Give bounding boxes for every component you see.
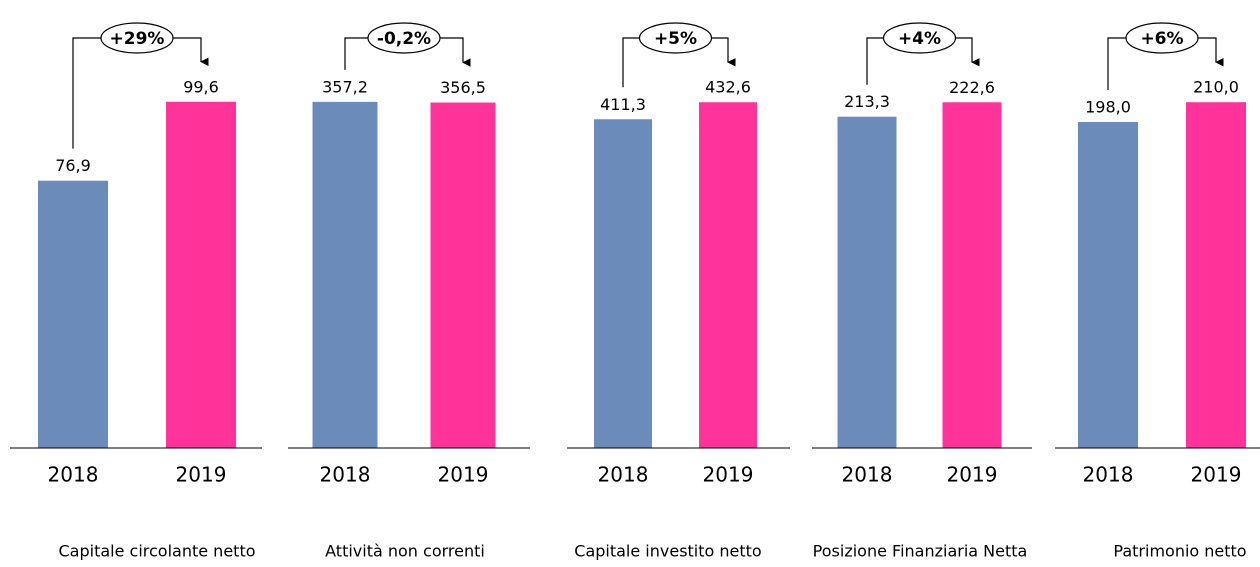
- change-label: +29%: [110, 29, 165, 49]
- value-label: 76,9: [55, 156, 91, 175]
- bar: [430, 102, 496, 448]
- panel-title: Capitale investito netto: [574, 542, 761, 561]
- bar: [1186, 102, 1246, 449]
- x-tick-label: 2018: [320, 463, 371, 487]
- panel-title: Attività non correnti: [325, 542, 485, 561]
- change-bubble: [638, 22, 713, 54]
- change-arrow: [1198, 37, 1224, 67]
- value-label: 411,3: [600, 95, 646, 114]
- bar: [38, 180, 108, 448]
- bar: [1078, 121, 1138, 449]
- panel-title: Capitale circolante netto: [59, 542, 256, 561]
- change-bubble: [1125, 22, 1199, 54]
- change-label: +4%: [898, 29, 941, 49]
- bar: [166, 101, 236, 449]
- change-label: +5%: [654, 29, 697, 49]
- panel-title: Patrimonio netto: [1113, 542, 1246, 561]
- change-label: +6%: [1140, 29, 1183, 49]
- x-tick-label: 2019: [1191, 463, 1242, 487]
- value-label: 222,6: [949, 78, 995, 97]
- value-label: 213,3: [844, 92, 890, 111]
- x-tick-label: 2018: [48, 463, 99, 487]
- x-tick-label: 2019: [703, 463, 754, 487]
- x-tick-label: 2019: [438, 463, 489, 487]
- value-label: 210,0: [1193, 78, 1239, 97]
- value-label: 357,2: [322, 77, 368, 96]
- change-bracket: [344, 37, 368, 70]
- change-bubble: [882, 22, 957, 54]
- panel-title: Posizione Finanziaria Netta: [813, 542, 1028, 561]
- change-bracket: [622, 37, 640, 88]
- bar: [942, 102, 1002, 448]
- x-tick-label: 2019: [947, 463, 998, 487]
- bar: [594, 119, 652, 448]
- bar: [837, 116, 897, 448]
- change-bracket: [1107, 37, 1126, 90]
- change-bubble: [367, 22, 441, 54]
- x-tick-label: 2019: [176, 463, 227, 487]
- change-arrow: [711, 37, 736, 67]
- change-label: -0,2%: [377, 29, 431, 49]
- change-arrow: [440, 37, 471, 67]
- change-bracket: [866, 37, 884, 85]
- value-label: 432,6: [705, 78, 751, 97]
- x-tick-label: 2018: [842, 463, 893, 487]
- change-bracket: [72, 37, 101, 149]
- value-label: 356,5: [440, 78, 486, 97]
- value-label: 99,6: [183, 77, 219, 96]
- value-label: 198,0: [1085, 97, 1131, 116]
- change-arrow: [955, 37, 980, 67]
- bar: [312, 101, 378, 449]
- change-arrow: [173, 37, 209, 66]
- x-tick-label: 2018: [1083, 463, 1134, 487]
- change-bubble: [100, 22, 174, 54]
- x-tick-label: 2018: [598, 463, 649, 487]
- bar: [699, 102, 757, 448]
